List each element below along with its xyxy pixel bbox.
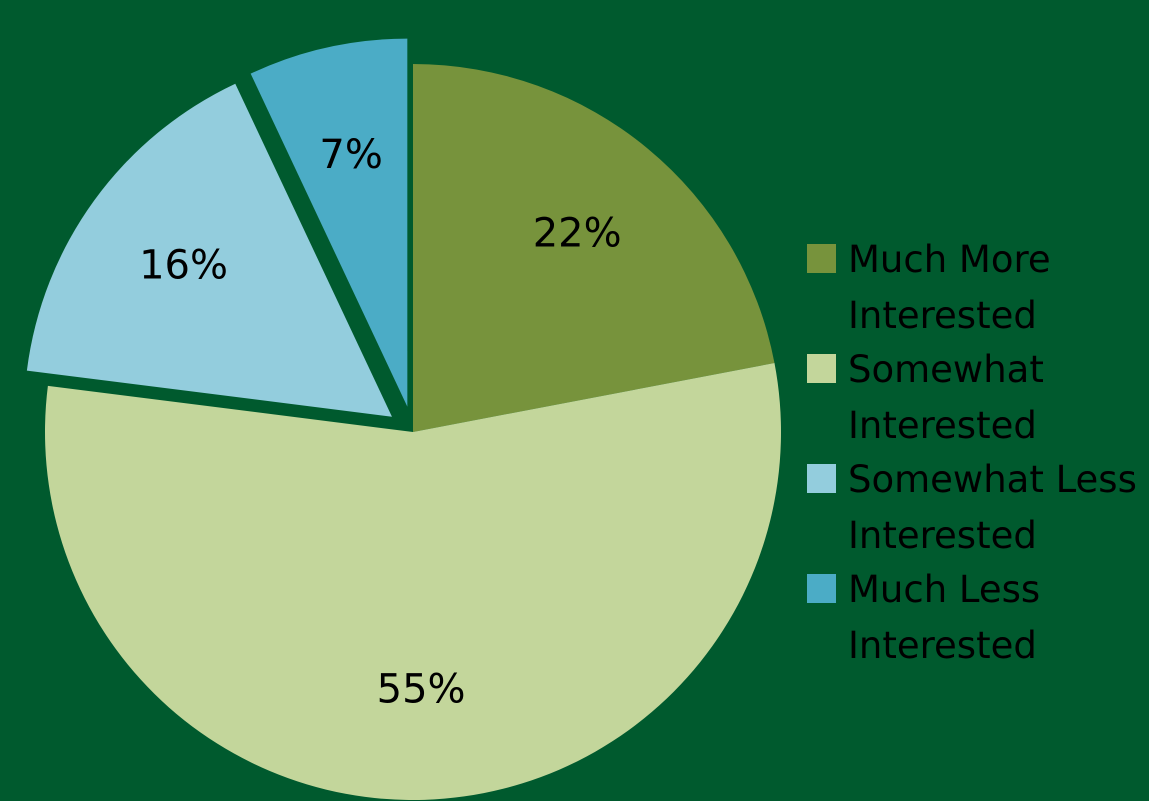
- data-label-much-less-interested: 7%: [319, 132, 382, 178]
- data-label-somewhat-interested: 55%: [377, 666, 466, 712]
- legend-item-somewhat-interested[interactable]: Somewhat Interested: [805, 342, 1149, 452]
- pie-slice-much-less-interested[interactable]: [250, 38, 408, 407]
- legend-item-somewhat-less-interested[interactable]: Somewhat Less Interested: [805, 452, 1149, 562]
- data-label-somewhat-less-interested: 16%: [139, 242, 228, 288]
- pie-slices: [26, 38, 781, 800]
- legend-swatch-somewhat-interested: [807, 354, 836, 383]
- legend-label-much-more-interested: Much More Interested: [848, 238, 1051, 337]
- legend-item-much-more-interested[interactable]: Much More Interested: [805, 232, 1149, 342]
- data-label-much-more-interested: 22%: [533, 211, 622, 257]
- legend-label-somewhat-less-interested: Somewhat Less Interested: [848, 458, 1137, 557]
- legend-swatch-much-more-interested: [807, 244, 836, 273]
- legend-label-much-less-interested: Much Less Interested: [848, 568, 1041, 667]
- legend: Much More Interested Somewhat Interested…: [805, 232, 1149, 672]
- pie-slice-somewhat-less-interested[interactable]: [26, 83, 392, 417]
- pie-slice-somewhat-interested[interactable]: [44, 363, 781, 800]
- pie-data-labels: 22% 55% 16% 7%: [139, 132, 622, 712]
- legend-label-somewhat-interested: Somewhat Interested: [848, 348, 1044, 447]
- legend-item-much-less-interested[interactable]: Much Less Interested: [805, 562, 1149, 672]
- legend-swatch-much-less-interested: [807, 574, 836, 603]
- legend-swatch-somewhat-less-interested: [807, 464, 836, 493]
- pie-slice-much-more-interested[interactable]: [413, 64, 775, 432]
